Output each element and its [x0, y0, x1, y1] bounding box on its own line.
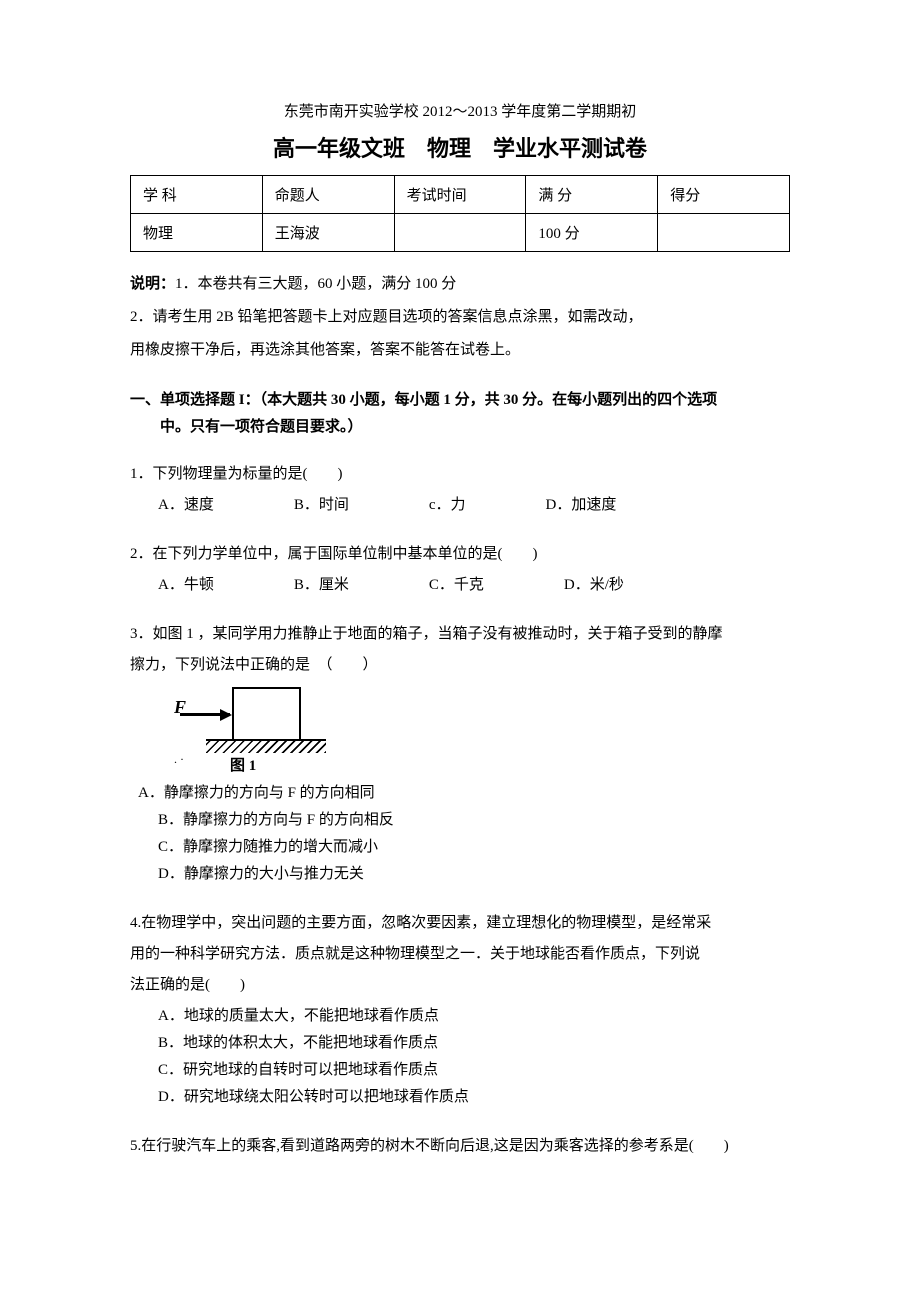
instruction-3: 用橡皮擦干净后，再选涂其他答案，答案不能答在试卷上。	[130, 342, 520, 358]
q3-option-b: B．静摩擦力的方向与 F 的方向相反	[158, 807, 790, 834]
floor-hatch-icon	[206, 741, 326, 753]
q1-option-c: c．力	[429, 492, 466, 519]
q4-option-b: B．地球的体积太大，不能把地球看作质点	[158, 1030, 790, 1057]
td-full-score: 100 分	[526, 214, 658, 252]
q5-stem: 5.在行驶汽车上的乘客,看到道路两旁的树木不断向后退,这是因为乘客选择的参考系是…	[130, 1133, 790, 1160]
q3-option-c: C．静摩擦力随推力的增大而减小	[158, 834, 790, 861]
table-row: 物理 王海波 100 分	[131, 214, 790, 252]
q1-option-d: D．加速度	[546, 492, 617, 519]
figure-1: F . · 图 1	[170, 687, 340, 772]
q2-stem: 2．在下列力学单位中，属于国际单位制中基本单位的是( )	[130, 541, 790, 568]
table-row: 学 科 命题人 考试时间 满 分 得分	[131, 176, 790, 214]
td-subject: 物理	[131, 214, 263, 252]
instruction-1: 1．本卷共有三大题，60 小题，满分 100 分	[175, 276, 456, 292]
q4-option-d: D．研究地球绕太阳公转时可以把地球看作质点	[158, 1084, 790, 1111]
q2-option-b: B．厘米	[294, 572, 349, 599]
box-shape	[232, 687, 301, 741]
section-1-heading: 一、单项选择题 I：（本大题共 30 小题，每小题 1 分，共 30 分。在每小…	[130, 387, 790, 441]
th-subject: 学 科	[131, 176, 263, 214]
q2-option-a: A．牛顿	[158, 572, 214, 599]
instructions: 说明：1．本卷共有三大题，60 小题，满分 100 分 2．请考生用 2B 铅笔…	[130, 268, 790, 367]
td-exam-time	[394, 214, 526, 252]
q2-option-c: C．千克	[429, 572, 484, 599]
instruction-2: 2．请考生用 2B 铅笔把答题卡上对应题目选项的答案信息点涂黑，如需改动，	[130, 309, 643, 325]
q4-option-a: A．地球的质量太大，不能把地球看作质点	[158, 1003, 790, 1030]
force-label: F	[174, 691, 186, 723]
question-4: 4.在物理学中，突出问题的主要方面，忽略次要因素，建立理想化的物理模型，是经常采…	[130, 910, 790, 1111]
q1-stem: 1．下列物理量为标量的是( )	[130, 461, 790, 488]
q1-options: A．速度 B．时间 c．力 D．加速度	[158, 492, 790, 519]
q3-stem-l2: 擦力，下列说法中正确的是 （ ）	[130, 652, 790, 679]
q2-option-d: D．米/秒	[564, 572, 624, 599]
th-exam-time: 考试时间	[394, 176, 526, 214]
section-heading-l1: 一、单项选择题 I：（本大题共 30 小题，每小题 1 分，共 30 分。在每小…	[130, 392, 717, 408]
q4-option-c: C．研究地球的自转时可以把地球看作质点	[158, 1057, 790, 1084]
q3-stem-l1: 3．如图 1 ，某同学用力推静止于地面的箱子，当箱子没有被推动时，关于箱子受到的…	[130, 621, 790, 648]
q3-option-a: A．静摩擦力的方向与 F 的方向相同	[138, 780, 790, 807]
figure-caption: 图 1	[230, 753, 256, 780]
td-score	[658, 214, 790, 252]
th-full-score: 满 分	[526, 176, 658, 214]
question-2: 2．在下列力学单位中，属于国际单位制中基本单位的是( ) A．牛顿 B．厘米 C…	[130, 541, 790, 599]
td-author: 王海波	[262, 214, 394, 252]
q4-stem-l3: 法正确的是( )	[130, 972, 790, 999]
section-heading-l2: 中。只有一项符合题目要求。）	[130, 419, 363, 435]
th-score: 得分	[658, 176, 790, 214]
force-arrow-icon	[180, 713, 230, 716]
q4-stem-l2: 用的一种科学研究方法．质点就是这种物理模型之一．关于地球能否看作质点，下列说	[130, 941, 790, 968]
school-header: 东莞市南开实验学校 2012～2013 学年度第二学期期初	[130, 100, 790, 121]
instructions-label: 说明：	[130, 276, 175, 292]
info-table: 学 科 命题人 考试时间 满 分 得分 物理 王海波 100 分	[130, 175, 790, 252]
q3-option-d: D．静摩擦力的大小与推力无关	[158, 861, 790, 888]
question-5: 5.在行驶汽车上的乘客,看到道路两旁的树木不断向后退,这是因为乘客选择的参考系是…	[130, 1133, 790, 1160]
q1-option-a: A．速度	[158, 492, 214, 519]
question-1: 1．下列物理量为标量的是( ) A．速度 B．时间 c．力 D．加速度	[130, 461, 790, 519]
exam-page: 东莞市南开实验学校 2012～2013 学年度第二学期期初 高一年级文班 物理 …	[0, 0, 920, 1242]
q1-option-b: B．时间	[294, 492, 349, 519]
th-author: 命题人	[262, 176, 394, 214]
figure-dots: . ·	[174, 749, 184, 771]
question-3: 3．如图 1 ，某同学用力推静止于地面的箱子，当箱子没有被推动时，关于箱子受到的…	[130, 621, 790, 888]
page-title: 高一年级文班 物理 学业水平测试卷	[130, 131, 790, 163]
q4-stem-l1: 4.在物理学中，突出问题的主要方面，忽略次要因素，建立理想化的物理模型，是经常采	[130, 910, 790, 937]
q2-options: A．牛顿 B．厘米 C．千克 D．米/秒	[158, 572, 790, 599]
